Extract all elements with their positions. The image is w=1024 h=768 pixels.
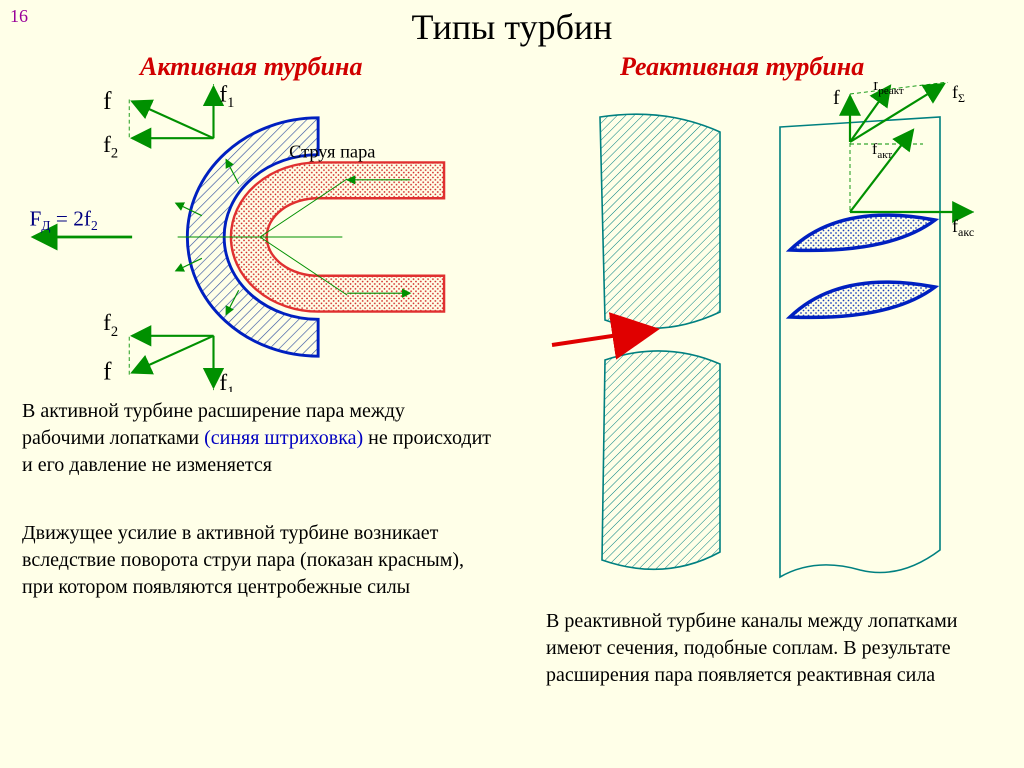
label-f-akt: fакт	[872, 141, 892, 161]
label-steam-jet: Струя пара	[289, 142, 375, 162]
label-f1-bot: f1	[219, 370, 234, 392]
left-paragraph-2: Движущее усилие в активной турбине возни…	[22, 520, 492, 601]
rotor-blade-1	[790, 215, 935, 250]
reactive-turbine-diagram: f fреакт fΣ fакт fакс	[540, 82, 1000, 602]
rotor-blade-2	[790, 282, 935, 317]
label-f-top: f	[103, 88, 112, 115]
label-f: f	[833, 87, 840, 109]
stator	[600, 114, 720, 569]
label-f2-bot: f2	[103, 310, 118, 340]
label-f-sigma: fΣ	[952, 82, 965, 105]
blue-hatch-label: (синяя штриховка)	[204, 427, 363, 449]
page-title: Типы турбин	[0, 6, 1024, 48]
label-f2-top: f2	[103, 132, 118, 162]
force-vectors-top	[132, 87, 213, 138]
inflow-arrow	[552, 330, 652, 345]
label-f-bot: f	[103, 358, 112, 385]
subtitle-reactive: Реактивная турбина	[620, 52, 864, 82]
rotor-outline	[780, 117, 940, 577]
label-f-reakt: fреакт	[873, 82, 904, 97]
label-f1-top: f1	[219, 82, 234, 111]
force-vectors-right	[850, 84, 972, 212]
label-fd: FД = 2f2	[29, 206, 98, 233]
active-turbine-diagram: f f1 f2 f f1 f2 FД = 2f2 Струя пара	[20, 82, 500, 392]
label-f-aks: fакс	[952, 216, 974, 239]
subtitle-active: Активная турбина	[140, 52, 362, 82]
force-vectors-bottom	[132, 336, 213, 387]
left-paragraph-1: В активной турбине расширение пара между…	[22, 398, 492, 479]
right-paragraph: В реактивной турбине каналы между лопатк…	[546, 608, 996, 689]
